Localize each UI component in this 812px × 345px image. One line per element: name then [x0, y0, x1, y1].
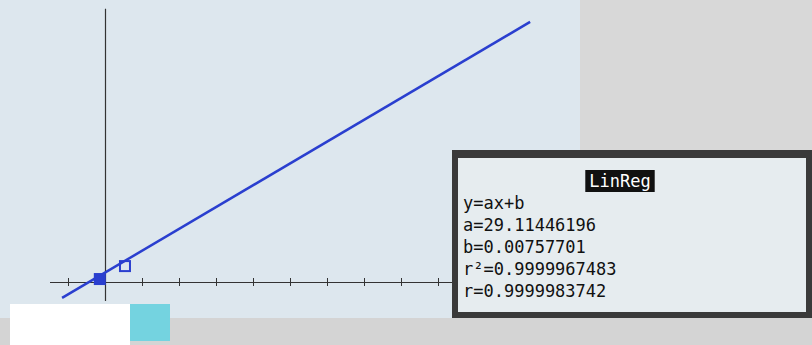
y-axis-line — [105, 9, 106, 301]
panel-line: b=0.00757701 — [463, 237, 586, 257]
canvas: LinReg y=ax+ba=29.11446196b=0.00757701r²=… — [0, 0, 812, 345]
white-patch — [10, 304, 130, 345]
x-tick-mark — [142, 278, 143, 286]
panel-title: LinReg — [589, 171, 650, 191]
panel-line: r=0.9999983742 — [463, 281, 606, 301]
data-point — [120, 261, 130, 271]
panel-screen — [458, 158, 806, 312]
x-tick — [216, 278, 217, 286]
panel-line: y=ax+b — [463, 193, 524, 213]
x-tick — [68, 278, 69, 286]
x-tick — [401, 278, 402, 286]
x-tick-mark — [179, 278, 180, 286]
x-tick — [142, 278, 143, 286]
panel-frame — [452, 150, 812, 318]
x-tick — [290, 278, 291, 286]
x-tick-mark — [290, 278, 291, 286]
background — [580, 0, 812, 150]
x-tick-mark — [68, 278, 69, 286]
panel-line: a=29.11446196 — [463, 215, 596, 235]
linreg-panel: LinReg y=ax+ba=29.11446196b=0.00757701r²=… — [452, 150, 812, 318]
title-highlight — [585, 170, 654, 192]
x-tick — [364, 278, 365, 286]
panel-line: r²=0.9999967483 — [463, 259, 617, 279]
x-tick-mark — [216, 278, 217, 286]
x-tick-mark — [253, 278, 254, 286]
x-tick — [327, 278, 328, 286]
y-axis — [105, 9, 106, 301]
x-tick — [438, 278, 439, 286]
cyan-patch — [130, 304, 170, 341]
x-tick-mark — [364, 278, 365, 286]
data-point — [95, 274, 105, 284]
x-tick-mark — [401, 278, 402, 286]
x-tick — [179, 278, 180, 286]
x-tick — [253, 278, 254, 286]
x-tick-mark — [327, 278, 328, 286]
x-tick-mark — [438, 278, 439, 286]
